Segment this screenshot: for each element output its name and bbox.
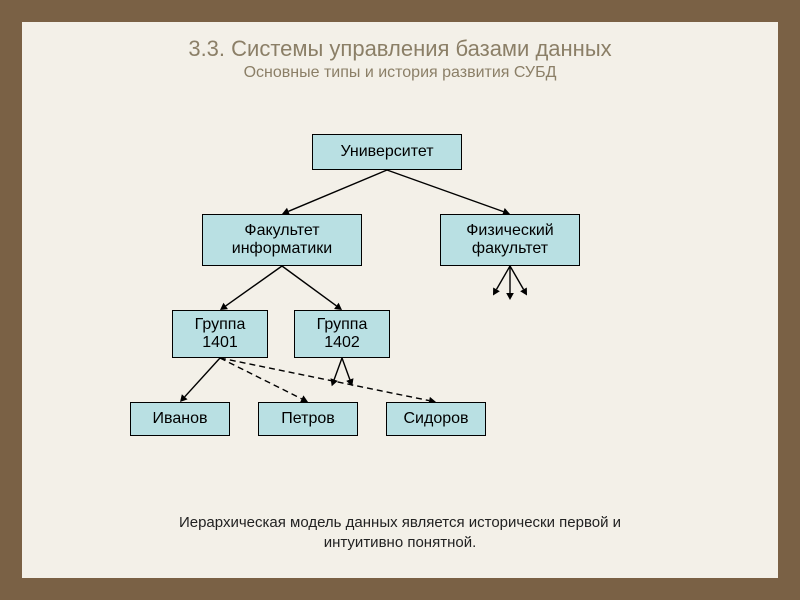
slide-page: 3.3. Системы управления базами данных Ос… — [22, 22, 778, 578]
caption-line-1: Иерархическая модель данных является ист… — [22, 514, 778, 531]
page-subtitle: Основные типы и история развития СУБД — [22, 64, 778, 82]
caption-line-2: интуитивно понятной. — [22, 534, 778, 551]
node-uni: Университет — [312, 134, 462, 170]
node-fi: Факультет информатики — [202, 214, 362, 266]
slide-frame: 3.3. Системы управления базами данных Ос… — [0, 0, 800, 600]
diagram-edges — [22, 22, 778, 578]
node-g1402: Группа 1402 — [294, 310, 390, 358]
node-g1401: Группа 1401 — [172, 310, 268, 358]
node-phys: Физический факультет — [440, 214, 580, 266]
node-petrov: Петров — [258, 402, 358, 436]
page-title: 3.3. Системы управления базами данных — [22, 36, 778, 62]
node-sidorov: Сидоров — [386, 402, 486, 436]
node-ivanov: Иванов — [130, 402, 230, 436]
